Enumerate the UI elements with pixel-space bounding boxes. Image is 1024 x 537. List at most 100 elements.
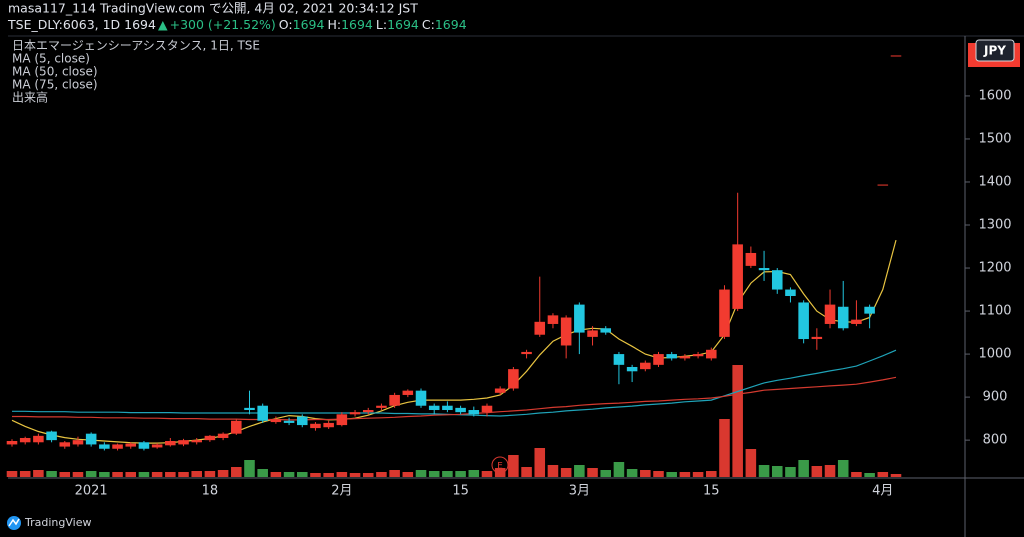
candle-body	[534, 321, 546, 335]
volume-bar	[323, 473, 334, 477]
volume-bar	[204, 471, 216, 477]
volume-bar	[33, 470, 44, 477]
volume-bar	[534, 448, 546, 477]
y-tick-label: 900	[983, 390, 1008, 405]
candle-body	[389, 394, 400, 406]
volume-bar	[640, 470, 651, 477]
candle-body	[890, 55, 902, 57]
volume-bar	[362, 473, 374, 477]
volume-bar	[706, 471, 717, 477]
volume-bar	[745, 449, 757, 477]
candle-body	[151, 444, 163, 448]
legend-entry: 出来高	[12, 90, 48, 105]
candle-body	[46, 431, 57, 441]
volume-bar	[389, 470, 400, 477]
volume-bar	[613, 462, 625, 477]
volume-bar	[310, 473, 321, 477]
x-tick-label: 2月	[331, 484, 352, 499]
volume-bar	[402, 472, 414, 477]
volume-bar	[758, 465, 770, 477]
volume-bar	[376, 472, 387, 477]
candle-body	[204, 435, 216, 441]
change: +300 (+21.52%)	[170, 17, 276, 32]
y-tick-label: 1000	[978, 347, 1011, 362]
volume-bar	[732, 365, 743, 477]
x-tick-label: 15	[703, 484, 720, 499]
candle-body	[521, 351, 532, 355]
volume-bar	[455, 471, 466, 477]
volume-bar	[257, 469, 268, 477]
volume-bar	[85, 471, 97, 477]
legend-entry: MA (75, close)	[12, 78, 98, 92]
x-tick-label: 15	[452, 484, 469, 499]
volume-bar	[653, 471, 664, 477]
candle-body	[692, 354, 704, 357]
candle-body	[851, 319, 862, 324]
candle-body	[415, 390, 427, 406]
legend-entry: MA (50, close)	[12, 65, 98, 79]
candle-body	[72, 440, 84, 445]
ohlc-value: 1694	[341, 17, 373, 32]
candle-body	[758, 268, 770, 271]
candle-body	[402, 390, 414, 395]
candle-body	[85, 433, 97, 445]
volume-bar	[191, 471, 202, 477]
volume-bar	[587, 468, 598, 477]
brand-name: TradingView	[24, 516, 91, 529]
moving-average	[11, 239, 897, 444]
volume-bar	[851, 472, 862, 477]
candle-body	[362, 410, 374, 413]
candle-body	[19, 437, 31, 443]
volume-bar	[19, 471, 31, 477]
volume-bar	[864, 473, 875, 477]
volume-bar	[719, 419, 730, 477]
candle-body	[613, 354, 625, 365]
volume-bar	[692, 472, 704, 477]
volume-bar	[151, 472, 163, 477]
change-arrow: ▲	[158, 17, 168, 32]
volume-bar	[336, 472, 348, 477]
candle-body	[560, 317, 572, 346]
candle-body	[270, 419, 282, 423]
currency-button[interactable]	[975, 39, 1015, 62]
x-tick-label: 2021	[75, 484, 108, 499]
candle-body	[376, 405, 387, 408]
candle-body	[296, 416, 308, 426]
volume-bar	[508, 455, 519, 477]
ohlc-value: 1694	[387, 17, 419, 32]
candle-body	[508, 369, 519, 389]
x-tick-label: 4月	[872, 484, 893, 499]
x-tick-label: 3月	[569, 484, 590, 499]
volume-bar	[283, 472, 295, 477]
y-tick-label: 1500	[978, 131, 1011, 146]
volume-bar	[138, 472, 150, 477]
candle-body	[864, 306, 875, 314]
volume-bar	[574, 465, 585, 477]
candle-body	[99, 444, 110, 449]
volume-bar	[217, 470, 229, 477]
legend-entry: MA (5, close)	[12, 52, 90, 66]
candle-body	[323, 422, 334, 428]
candle-body	[653, 354, 664, 365]
candle-body	[336, 414, 348, 426]
volume-bar	[890, 474, 902, 477]
volume-bar	[626, 469, 638, 477]
volume-bar	[428, 471, 440, 477]
candle-body	[428, 405, 440, 411]
candle-body	[468, 410, 480, 415]
ohlc-label: L:	[376, 17, 387, 32]
currency-label: JPY	[983, 44, 1006, 58]
volume-bar	[798, 460, 809, 477]
ohlc-value: 1694	[435, 17, 467, 32]
volume-bar	[125, 472, 137, 477]
volume-bar	[877, 472, 889, 477]
y-tick-label: 800	[983, 433, 1008, 448]
candle-body	[547, 315, 559, 324]
event-label: E	[497, 462, 503, 472]
x-tick-label: 18	[202, 484, 219, 499]
candle-body	[877, 184, 889, 186]
volume-bar	[46, 471, 57, 477]
candle-body	[626, 366, 638, 372]
volume-bar	[59, 472, 71, 477]
y-tick-label: 1600	[978, 88, 1011, 103]
